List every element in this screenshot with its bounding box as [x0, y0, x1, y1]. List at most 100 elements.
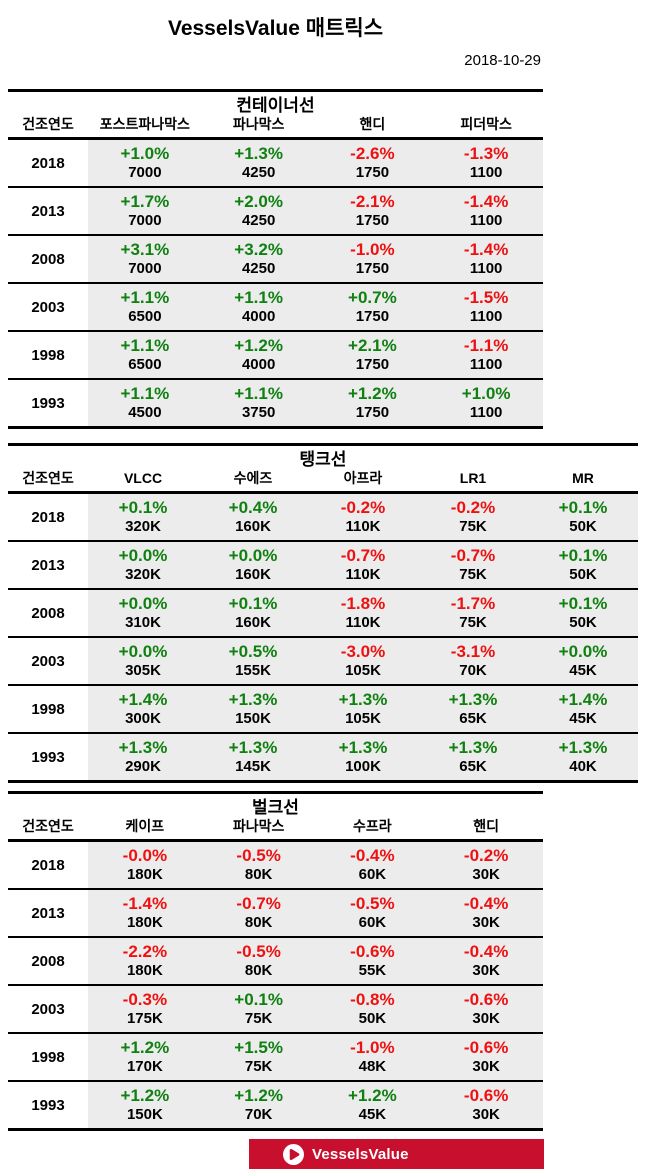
percent-change: +1.3% — [228, 738, 278, 757]
value-cell: +0.1% 320K — [88, 494, 198, 540]
percent-change: +1.3% — [448, 690, 498, 709]
vessel-size: 4000 — [241, 356, 276, 373]
vessel-size: 30K — [472, 1010, 500, 1027]
percent-change: +1.0% — [120, 144, 170, 163]
value-cell: +1.3% 65K — [418, 686, 528, 732]
bulker-row-2008: 2008 -2.2% 180K -0.5% 80K -0.6% 55K -0.4% 30K — [8, 938, 543, 986]
percent-change: -0.3% — [122, 990, 168, 1009]
percent-change: -0.7% — [340, 546, 386, 565]
vessel-size: 160K — [235, 614, 271, 631]
percent-change: -1.0% — [350, 1038, 395, 1057]
vessel-size: 40K — [569, 758, 597, 775]
value-cell: -0.6% 30K — [429, 1034, 543, 1080]
vessel-size: 1100 — [469, 356, 503, 373]
page: VesselsValue 매트릭스 2018-10-29 컨테이너선 건조연도 포스… — [0, 12, 650, 1169]
percent-change: +0.0% — [558, 642, 608, 661]
percent-change: +0.4% — [228, 498, 278, 517]
value-cell: +1.0% 1100 — [429, 380, 543, 426]
vessel-size: 7000 — [128, 260, 162, 277]
value-cell: -1.8% 110K — [308, 590, 418, 636]
vessel-size: 180K — [126, 914, 163, 931]
value-cell: -1.3% 1100 — [429, 140, 543, 186]
vessel-size: 1100 — [469, 260, 503, 277]
vessel-size: 7000 — [128, 212, 162, 229]
percent-change: +1.3% — [338, 738, 388, 757]
build-year: 2018 — [8, 140, 88, 186]
vessel-size: 155K — [235, 662, 271, 679]
value-cell: -1.4% 1100 — [429, 236, 543, 282]
vessel-size: 1100 — [469, 212, 503, 229]
vessel-size: 75K — [459, 566, 487, 583]
value-cell: +1.4% 300K — [88, 686, 198, 732]
container-row-2013: 2013 +1.7% 7000 +2.0% 4250 -2.1% 1750 -1.4% 1100 — [8, 188, 543, 236]
percent-change: +3.1% — [120, 240, 170, 259]
value-cell: +3.1% 7000 — [88, 236, 202, 282]
percent-change: +1.2% — [234, 336, 283, 355]
percent-change: +0.0% — [118, 546, 168, 565]
percent-change: -0.4% — [463, 942, 509, 961]
percent-change: -0.6% — [463, 1086, 509, 1105]
percent-change: -1.5% — [463, 288, 509, 307]
vessel-size: 290K — [125, 758, 161, 775]
percent-change: +0.7% — [348, 288, 397, 307]
percent-change: +1.1% — [234, 288, 283, 307]
vessel-size: 4250 — [241, 212, 276, 229]
value-cell: -0.5% 80K — [201, 938, 316, 984]
build-year: 1993 — [8, 734, 88, 780]
value-cell: +0.1% 160K — [198, 590, 308, 636]
percent-change: +0.1% — [118, 498, 168, 517]
value-cell: +0.0% 320K — [88, 542, 198, 588]
bulker-header-row: 건조연도 케이프 파나막스 수프라 핸디 — [8, 818, 543, 842]
bulker-column-header: 파나막스 — [232, 818, 285, 834]
percent-change: -0.7% — [450, 546, 496, 565]
build-year: 2013 — [8, 542, 88, 588]
value-cell: -0.2% 110K — [308, 494, 418, 540]
vessel-size: 170K — [126, 1058, 163, 1075]
value-cell: +1.3% 150K — [198, 686, 308, 732]
percent-change: +1.3% — [234, 144, 283, 163]
value-cell: -1.4% 1100 — [429, 188, 543, 234]
value-cell: +1.0% 7000 — [88, 140, 202, 186]
year-column-header: 건조연도 — [22, 116, 74, 132]
percent-change: +1.2% — [348, 384, 397, 403]
value-cell: +0.4% 160K — [198, 494, 308, 540]
container-row-2008: 2008 +3.1% 7000 +3.2% 4250 -1.0% 1750 -1.4% 1100 — [8, 236, 543, 284]
value-cell: -0.5% 80K — [201, 842, 316, 888]
tanker-row-2013: 2013 +0.0% 320K +0.0% 160K -0.7% 110K -0.7% 75K +… — [8, 542, 638, 590]
bulker-row-2013: 2013 -1.4% 180K -0.7% 80K -0.5% 60K -0.4% 30K — [8, 890, 543, 938]
value-cell: +1.3% 145K — [198, 734, 308, 780]
percent-change: -2.6% — [350, 144, 395, 163]
value-cell: +1.2% 150K — [88, 1082, 202, 1128]
value-cell: +1.5% 75K — [201, 1034, 316, 1080]
value-cell: -1.7% 75K — [418, 590, 528, 636]
tanker-column-header: VLCC — [123, 470, 163, 486]
vessel-size: 70K — [459, 662, 487, 679]
percent-change: -1.4% — [463, 240, 509, 259]
vessel-size: 65K — [459, 710, 487, 727]
percent-change: -0.6% — [463, 1038, 509, 1057]
value-cell: -2.6% 1750 — [315, 140, 430, 186]
percent-change: +1.3% — [228, 690, 278, 709]
value-cell: -1.0% 1750 — [315, 236, 430, 282]
build-year: 1998 — [8, 686, 88, 732]
build-year: 1998 — [8, 332, 88, 378]
vessel-size: 50K — [569, 518, 597, 535]
percent-change: +1.3% — [118, 738, 168, 757]
vessel-size: 30K — [472, 914, 500, 931]
report-date: 2018-10-29 — [464, 52, 541, 69]
percent-change: -0.8% — [350, 990, 395, 1009]
value-cell: +1.2% 70K — [201, 1082, 316, 1128]
percent-change: +1.3% — [448, 738, 498, 757]
vessel-size: 105K — [345, 710, 381, 727]
value-cell: -0.6% 30K — [429, 986, 543, 1032]
percent-change: -0.2% — [463, 846, 509, 865]
vessel-size: 60K — [358, 914, 387, 931]
value-cell: -0.7% 110K — [308, 542, 418, 588]
build-year: 1993 — [8, 1082, 88, 1128]
build-year: 2003 — [8, 284, 88, 330]
vessel-size: 1750 — [355, 308, 390, 325]
vessel-size: 105K — [345, 662, 381, 679]
vessel-size: 310K — [125, 614, 161, 631]
vessel-size: 55K — [358, 962, 387, 979]
vessel-size: 110K — [345, 566, 381, 583]
